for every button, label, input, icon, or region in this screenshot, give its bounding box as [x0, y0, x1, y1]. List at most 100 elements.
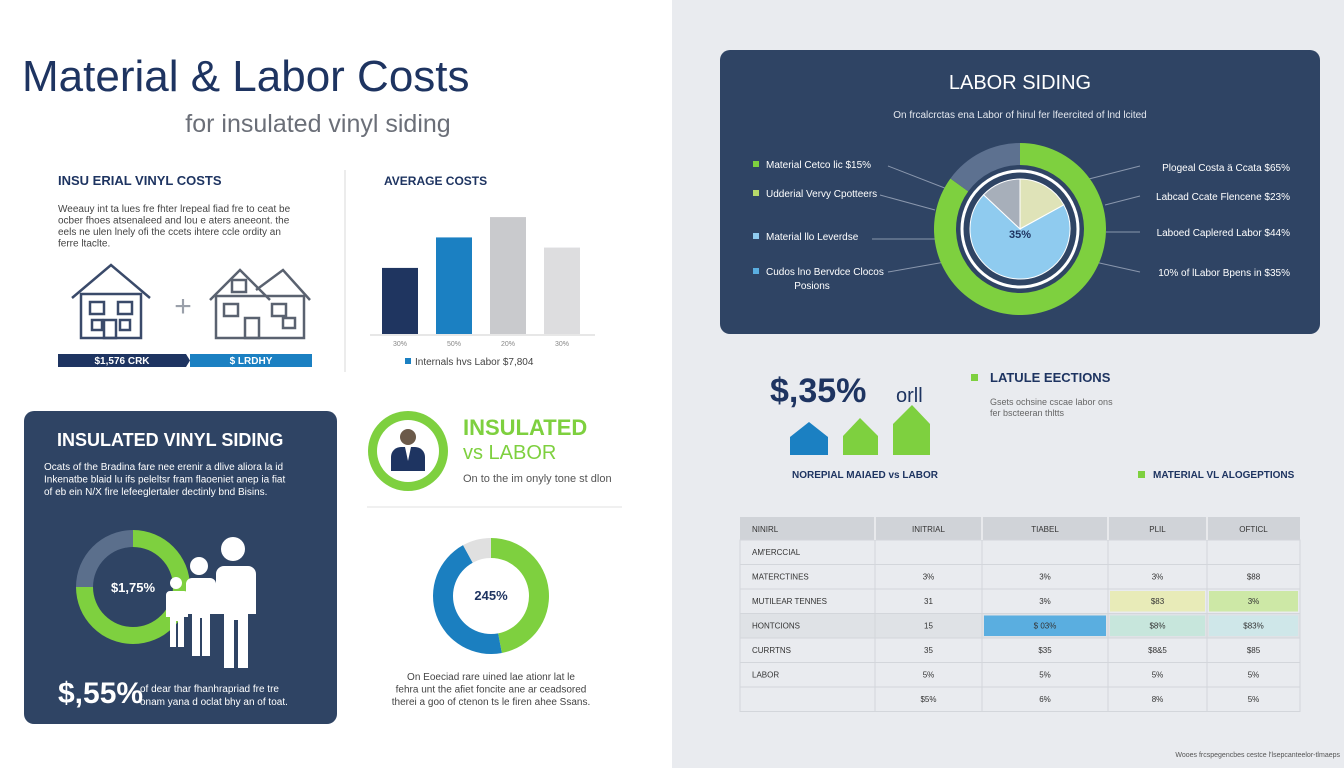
x-tick-label: 50%	[447, 341, 461, 348]
house-icon-part	[281, 316, 297, 330]
plus-sign: +	[174, 290, 192, 323]
house-icon	[209, 268, 311, 340]
table-cell: 8%	[1152, 695, 1164, 704]
legend-label: Plogeal Costa ä Ccata $65%	[1162, 163, 1290, 174]
pie-label: 35%	[1009, 229, 1031, 241]
text-line: onam yana d oclat bhy an of toat.	[140, 697, 288, 708]
legend-label: Posions	[794, 281, 830, 292]
table-cell: $8&5	[1148, 646, 1167, 655]
table-cell: HONTCIONS	[752, 622, 800, 631]
text-line: therei a goo of ctenon ts le firen ahee …	[392, 697, 590, 708]
pie-slice	[982, 178, 1021, 231]
table-row	[739, 686, 1301, 712]
legend-swatch	[1138, 471, 1145, 478]
footer: Wooes frcspegencbes cestce l'lsepcanteel…	[1175, 752, 1340, 759]
person-icon-part	[405, 447, 411, 461]
versus-subtitle: vs LABOR	[463, 442, 556, 464]
legend-label: Material llo Leverdse	[766, 232, 859, 243]
table-cell: 15	[924, 622, 933, 631]
table-cell: $83%	[1243, 622, 1263, 631]
donut-segment	[433, 545, 502, 654]
table-header-cell: OFTICL	[1239, 525, 1268, 534]
legend-swatch	[971, 374, 978, 381]
leader-lines-part	[887, 165, 956, 193]
cost-bar	[190, 354, 312, 367]
table-cell: $ 03%	[1034, 622, 1057, 631]
house-icon-part	[209, 268, 271, 301]
leader-lines	[872, 165, 1141, 273]
house-icon-part	[118, 318, 132, 332]
legend-label: Cudos lno Bervdce Clocos	[766, 267, 884, 278]
cost-bar	[58, 354, 190, 367]
legend-swatch	[753, 233, 759, 239]
house-icon	[843, 418, 878, 455]
table-cell: 5%	[1248, 695, 1260, 704]
label: MATERIAL VL ALOGEPTIONS	[1153, 470, 1295, 481]
text-line: ocber fhoes atsenaleed and lou e aters a…	[58, 216, 290, 227]
table-cell-highlight	[1209, 591, 1298, 612]
house-icon-part	[222, 302, 240, 318]
x-tick-label: 20%	[501, 341, 515, 348]
house-icon-part	[90, 318, 104, 332]
legend-swatch	[753, 190, 759, 196]
house-icon-part	[116, 300, 134, 316]
bar	[382, 267, 418, 334]
bar	[490, 217, 526, 334]
text-line: ferre ltaclte.	[58, 239, 110, 250]
people-icon-part	[221, 537, 245, 561]
table-cell: $35	[1038, 646, 1052, 655]
table-cell-highlight	[1110, 615, 1205, 636]
house-icon	[893, 405, 930, 455]
table-cell: 3%	[1152, 573, 1164, 582]
cost-bar-label: $ LRDHY	[230, 356, 273, 367]
text-line: Inkenatbe blaid lu ifs peleltsr fram fla…	[44, 475, 285, 486]
table-header-cell: PLIL	[1149, 525, 1166, 534]
house-icon	[71, 263, 151, 340]
table-cell: 5%	[1039, 671, 1051, 680]
table-cell-highlight	[1110, 591, 1205, 612]
leader-lines-part	[879, 194, 936, 211]
leader-lines-part	[887, 261, 946, 273]
table-cell: MUTILEAR TENNES	[752, 597, 827, 606]
people-icon-part	[216, 566, 256, 668]
house-icon-part	[102, 318, 118, 340]
page-title: Material & Labor Costs	[22, 52, 470, 101]
text-line: Weeauy int ta lues fre fhter lrepeal fia…	[58, 204, 291, 215]
pie-slice	[1019, 178, 1065, 230]
section-title: INSU ERIAL VINYL COSTS	[58, 173, 222, 188]
table-header-cell: TIABEL	[1031, 525, 1059, 534]
table-cell: 31	[924, 597, 933, 606]
leader-lines-part	[1084, 165, 1141, 181]
versus-text: On to the im onyly tone st dlon	[463, 473, 612, 485]
table-cell-highlight	[1209, 615, 1298, 636]
table-cell: 5%	[1248, 671, 1260, 680]
table-cell: AM'ERCCIAL	[752, 548, 801, 557]
cost-bar-label: $1,576 CRK	[94, 356, 150, 367]
label: NOREPIAL MAIAED vs LABOR	[792, 470, 939, 481]
legend-label: Material Cetco lic $15%	[766, 160, 871, 171]
section-title: LATULE EECTIONS	[990, 370, 1111, 385]
house-icon-part	[270, 302, 288, 318]
leader-lines-part	[1094, 261, 1141, 273]
table-cell: 3%	[1248, 597, 1260, 606]
table-header-cell: NINIRL	[752, 525, 779, 534]
section-text: fer bscteeran thltts	[990, 408, 1065, 418]
donut-segment	[950, 143, 1020, 192]
chart-title: AVERAGE COSTS	[384, 174, 487, 188]
table-cell: $85	[1247, 646, 1261, 655]
table-row	[739, 637, 1301, 663]
bar	[436, 237, 472, 334]
donut-label: $1,75%	[111, 580, 156, 595]
table-header-cell: INITRIAL	[912, 525, 945, 534]
legend-label: Udderial Vervy Cpotteers	[766, 189, 877, 200]
legend-swatch	[753, 268, 759, 274]
table-header	[740, 517, 1300, 540]
x-tick-label: 30%	[393, 341, 407, 348]
table-cell: 5%	[1152, 671, 1164, 680]
text-line: of eb ein N/X fire lefeeglertaler dectin…	[44, 487, 267, 498]
house-icon-part	[230, 278, 248, 294]
table-cell: LABOR	[752, 671, 779, 680]
donut-label: 245%	[474, 588, 508, 603]
text-line: On Eoeciad rare uined lae ationr lat le	[407, 672, 575, 683]
